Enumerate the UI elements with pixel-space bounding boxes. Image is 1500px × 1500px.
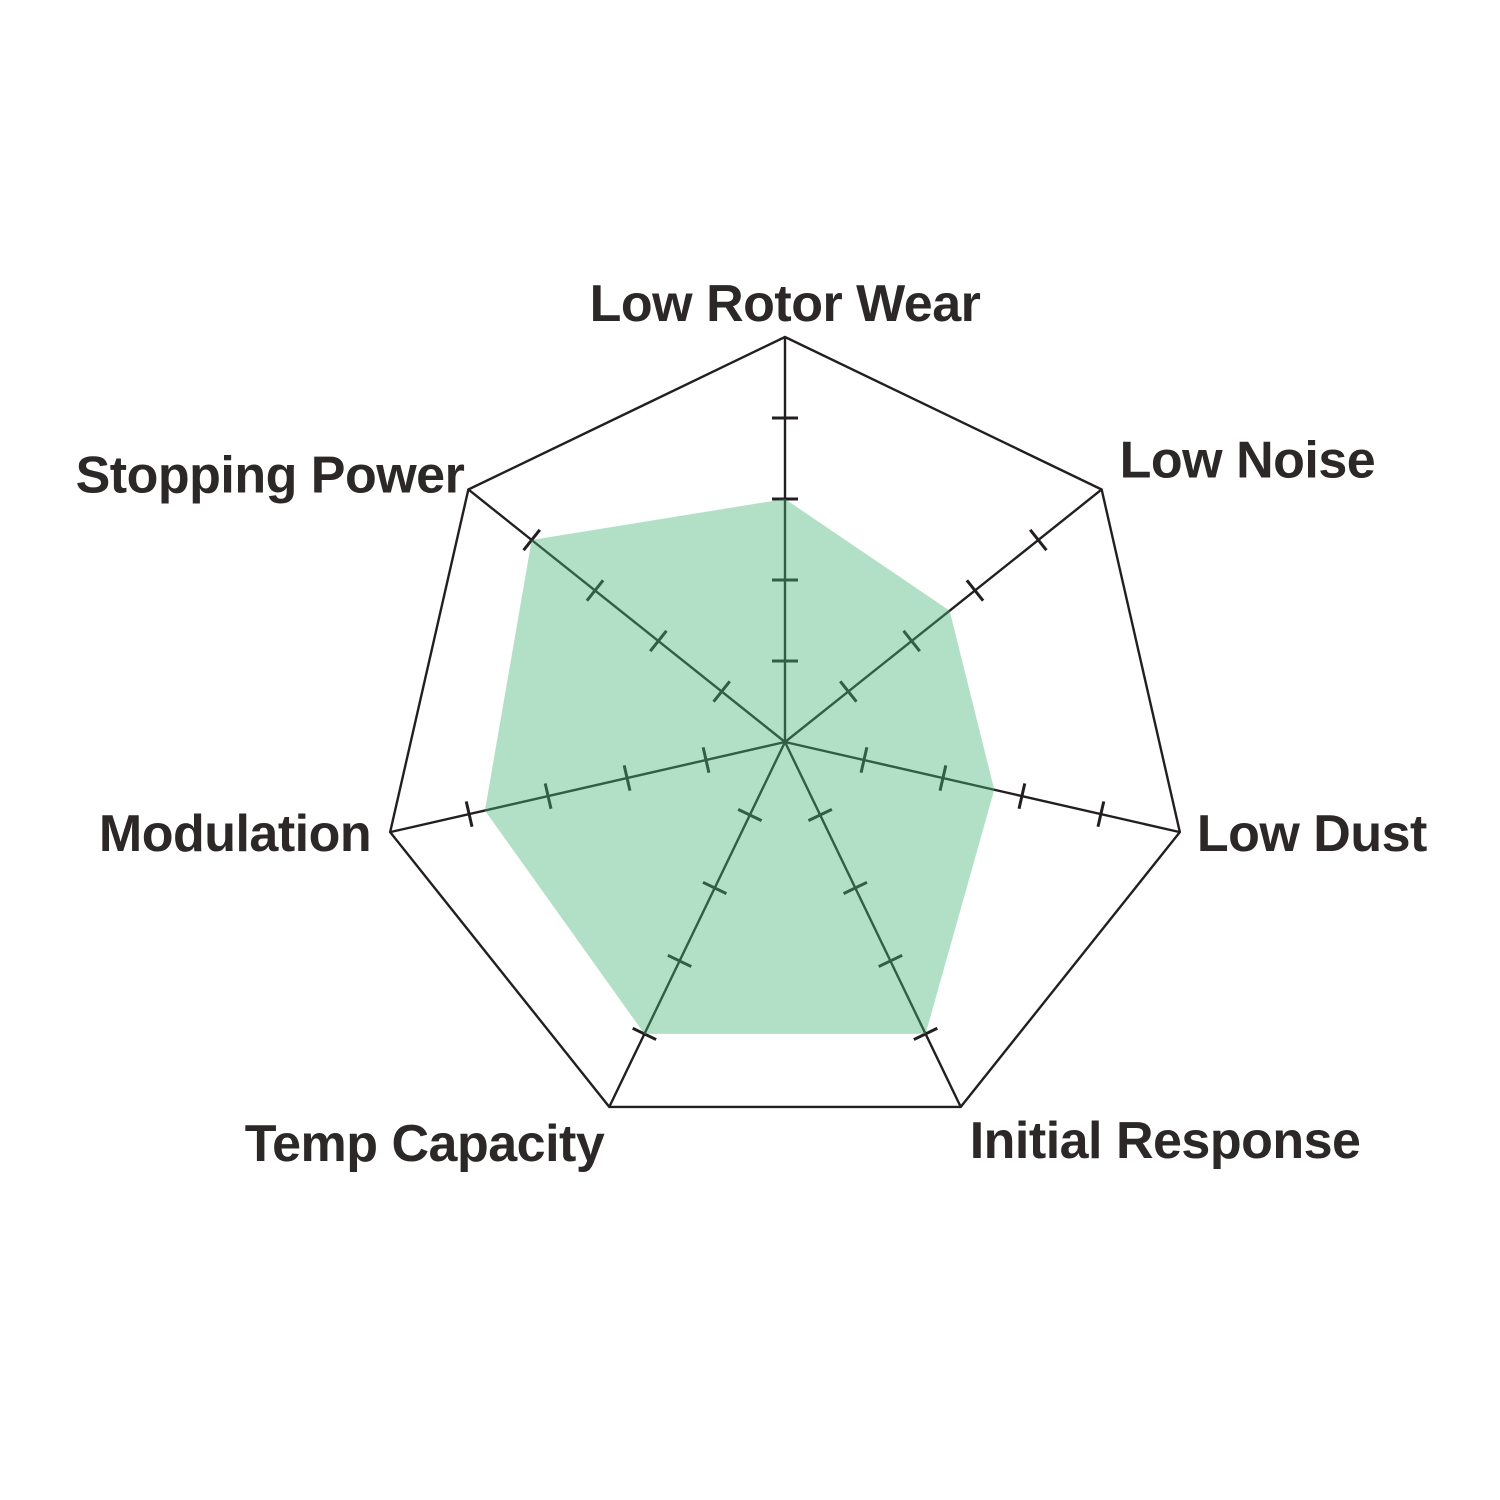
tick-mark [622,765,632,792]
radar-outer-polygon [388,335,1182,1109]
tick-mark [543,783,553,810]
axis-label-low-rotor-wear: Low Rotor Wear [590,275,981,333]
tick-mark [522,528,541,552]
tick-mark [737,807,763,822]
radar-axis-stopping-power [467,488,786,743]
axis-label-low-noise: Low Noise [1120,431,1376,489]
radar-axis-low-dust [784,740,1181,834]
tick-mark [842,880,868,895]
axis-label-low-dust: Low Dust [1197,805,1427,863]
tick-mark [878,953,903,968]
tick-mark [902,629,921,653]
tick-mark [938,765,948,792]
radar-axis-low-noise [784,488,1103,743]
radar-axis-temp-capacity [608,741,787,1108]
tick-mark [702,880,728,895]
tick-mark [965,579,985,602]
tick-mark [585,579,605,602]
tick-mark [913,1026,938,1041]
axis-label-stopping-power: Stopping Power [76,446,465,504]
radar-axes [389,337,1181,1108]
radar-axis-labels: Low Rotor Wear Low Noise Low Dust Initial R… [76,275,1428,1173]
radar-tick-marks [464,416,1106,1041]
radar-data-polygon [484,499,995,1034]
tick-mark [1029,528,1048,552]
tick-mark [1096,801,1106,828]
radar-axis-initial-response [783,741,962,1108]
axis-label-temp-capacity: Temp Capacity [245,1115,605,1173]
axis-label-modulation: Modulation [99,805,371,863]
tick-mark [839,680,858,703]
tick-mark [464,801,474,828]
series-performance-profile-polygon [484,499,995,1034]
tick-mark [807,807,833,822]
tick-mark [701,747,711,774]
tick-mark [667,953,692,968]
tick-mark [632,1026,657,1041]
radar-axis-modulation [389,740,786,834]
tick-mark [712,680,731,703]
tick-mark [1017,783,1027,810]
tick-mark [649,629,668,653]
tick-mark [859,747,869,774]
outer-boundary-polygon [388,335,1182,1109]
axis-label-initial-response: Initial Response [970,1112,1361,1170]
